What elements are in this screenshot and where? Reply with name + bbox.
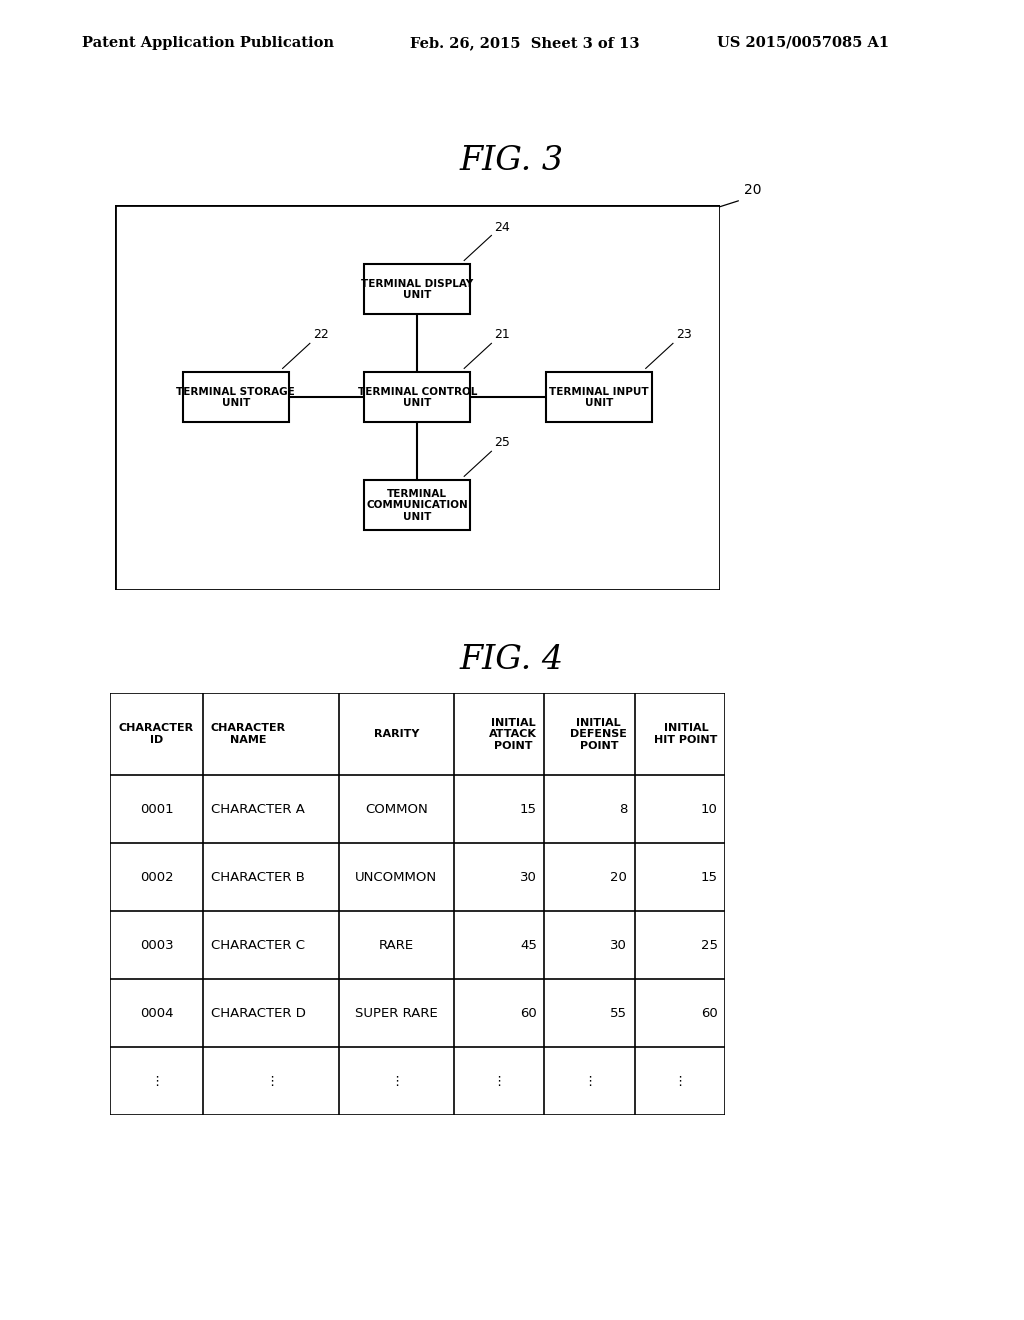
Text: 8: 8 [618, 803, 628, 816]
Text: RARE: RARE [379, 939, 414, 952]
Text: TERMINAL
COMMUNICATION
UNIT: TERMINAL COMMUNICATION UNIT [367, 488, 468, 521]
Text: 21: 21 [495, 329, 510, 342]
Bar [365, 480, 470, 531]
Text: COMMON: COMMON [365, 803, 428, 816]
Text: 0004: 0004 [139, 1007, 173, 1020]
Text: ⋮: ⋮ [150, 1074, 163, 1088]
Text: Feb. 26, 2015  Sheet 3 of 13: Feb. 26, 2015 Sheet 3 of 13 [410, 36, 639, 50]
Text: 0001: 0001 [139, 803, 173, 816]
Text: CHARACTER
NAME: CHARACTER NAME [211, 723, 286, 744]
Bar [546, 372, 652, 422]
Text: CHARACTER B: CHARACTER B [211, 871, 305, 884]
Text: Patent Application Publication: Patent Application Publication [82, 36, 334, 50]
Text: CHARACTER C: CHARACTER C [211, 939, 305, 952]
Text: TERMINAL INPUT
UNIT: TERMINAL INPUT UNIT [549, 387, 648, 408]
Text: 25: 25 [700, 939, 718, 952]
Text: 24: 24 [495, 220, 510, 234]
Text: 20: 20 [610, 871, 628, 884]
Text: 55: 55 [610, 1007, 628, 1020]
Text: 15: 15 [520, 803, 537, 816]
Text: UNCOMMON: UNCOMMON [355, 871, 437, 884]
Text: FIG. 3: FIG. 3 [460, 145, 564, 177]
Text: RARITY: RARITY [374, 729, 419, 739]
Text: 30: 30 [610, 939, 628, 952]
Text: US 2015/0057085 A1: US 2015/0057085 A1 [717, 36, 889, 50]
Text: 30: 30 [520, 871, 537, 884]
Text: ⋮: ⋮ [583, 1074, 596, 1088]
Bar [365, 264, 470, 314]
Text: 45: 45 [520, 939, 537, 952]
Text: 60: 60 [700, 1007, 718, 1020]
Text: CHARACTER
ID: CHARACTER ID [119, 723, 195, 744]
Text: SUPER RARE: SUPER RARE [355, 1007, 438, 1020]
Text: 25: 25 [495, 437, 510, 449]
Text: 22: 22 [313, 329, 329, 342]
Text: INITIAL
ATTACK
POINT: INITIAL ATTACK POINT [488, 718, 537, 751]
Text: TERMINAL CONTROL
UNIT: TERMINAL CONTROL UNIT [357, 387, 477, 408]
Text: ⋮: ⋮ [264, 1074, 278, 1088]
Text: 15: 15 [700, 871, 718, 884]
Text: INITIAL
HIT POINT: INITIAL HIT POINT [654, 723, 718, 744]
Text: ⋮: ⋮ [493, 1074, 506, 1088]
Text: TERMINAL DISPLAY
UNIT: TERMINAL DISPLAY UNIT [361, 279, 473, 300]
Text: CHARACTER D: CHARACTER D [211, 1007, 306, 1020]
Text: 0003: 0003 [139, 939, 173, 952]
Text: FIG. 4: FIG. 4 [460, 644, 564, 676]
Text: CHARACTER A: CHARACTER A [211, 803, 305, 816]
Bar [365, 372, 470, 422]
Text: 20: 20 [744, 183, 762, 197]
Text: ⋮: ⋮ [390, 1074, 403, 1088]
Bar [182, 372, 289, 422]
Text: TERMINAL STORAGE
UNIT: TERMINAL STORAGE UNIT [176, 387, 295, 408]
Text: 23: 23 [676, 329, 692, 342]
Text: 0002: 0002 [139, 871, 173, 884]
Text: 10: 10 [700, 803, 718, 816]
Text: 60: 60 [520, 1007, 537, 1020]
Text: ⋮: ⋮ [673, 1074, 686, 1088]
Text: INITIAL
DEFENSE
POINT: INITIAL DEFENSE POINT [570, 718, 628, 751]
